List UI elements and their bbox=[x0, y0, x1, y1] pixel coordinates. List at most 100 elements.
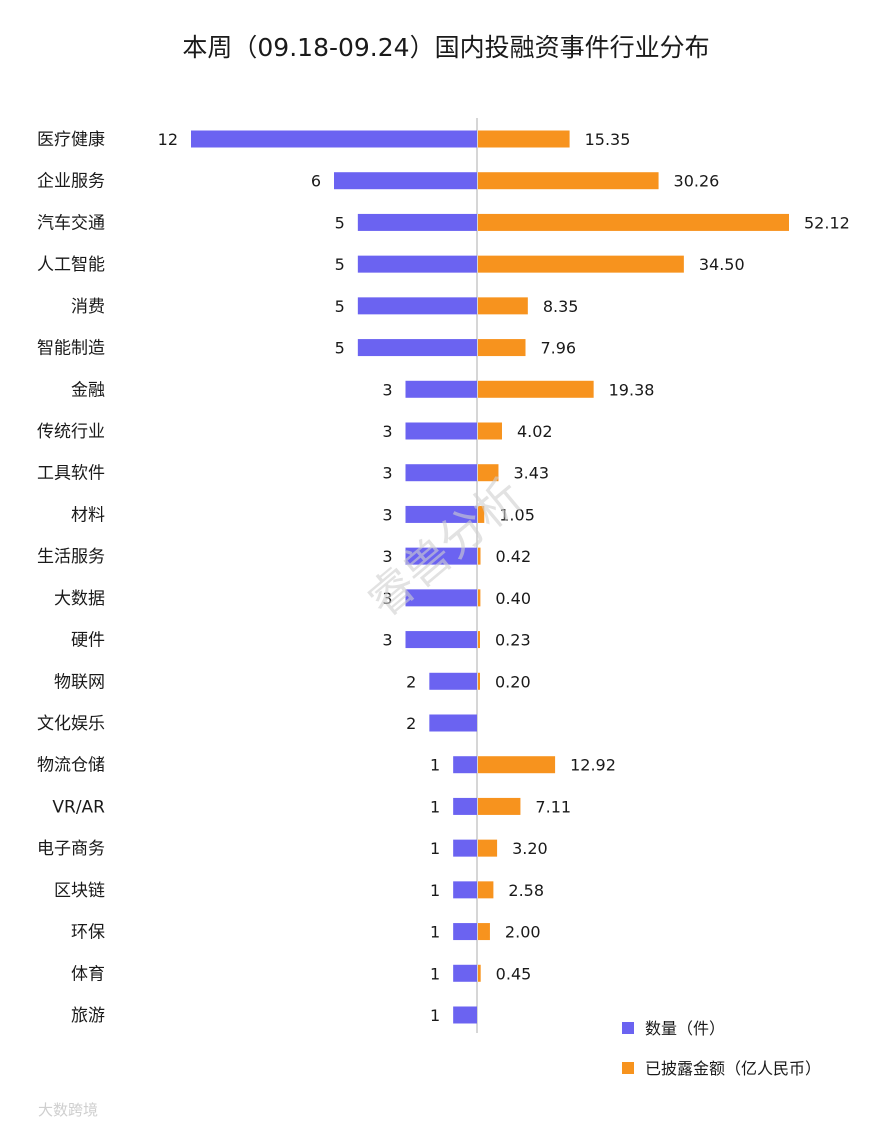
count-bar bbox=[357, 213, 477, 231]
category-label: 区块链 bbox=[54, 881, 105, 901]
amount-value-label: 7.11 bbox=[535, 797, 571, 816]
legend-label-amount: 已披露金额（亿人民币） bbox=[645, 1059, 821, 1078]
count-value-label: 5 bbox=[335, 339, 345, 358]
count-bar bbox=[405, 505, 477, 523]
count-bar bbox=[334, 172, 477, 190]
count-value-label: 12 bbox=[158, 130, 178, 149]
count-value-label: 3 bbox=[382, 464, 392, 483]
amount-value-label: 15.35 bbox=[585, 130, 631, 149]
amount-bar bbox=[478, 339, 526, 357]
count-bar bbox=[357, 297, 477, 315]
amount-bar bbox=[478, 172, 659, 190]
count-value-label: 1 bbox=[430, 797, 440, 816]
amount-bar bbox=[478, 964, 481, 982]
amount-bar bbox=[478, 672, 480, 690]
count-value-label: 2 bbox=[406, 714, 416, 733]
count-bar bbox=[405, 422, 477, 440]
amount-value-label: 0.23 bbox=[495, 631, 531, 650]
count-bar bbox=[453, 881, 477, 899]
count-bar bbox=[191, 130, 477, 148]
legend-swatch-count bbox=[622, 1022, 634, 1034]
category-label: 文化娱乐 bbox=[37, 714, 105, 734]
count-value-label: 1 bbox=[430, 756, 440, 775]
category-label: 物流仓储 bbox=[37, 756, 105, 776]
amount-bar bbox=[478, 380, 594, 398]
count-bar bbox=[453, 923, 477, 941]
count-value-label: 1 bbox=[430, 923, 440, 942]
count-bar bbox=[357, 339, 477, 357]
amount-value-label: 30.26 bbox=[674, 172, 720, 191]
amount-value-label: 52.12 bbox=[804, 213, 850, 232]
amount-bar bbox=[478, 923, 490, 941]
count-value-label: 5 bbox=[335, 255, 345, 274]
category-label: 人工智能 bbox=[37, 255, 105, 275]
count-bar bbox=[453, 1006, 477, 1024]
category-label: 工具软件 bbox=[37, 464, 105, 484]
amount-value-label: 7.96 bbox=[540, 339, 576, 358]
amount-value-label: 0.20 bbox=[495, 672, 531, 691]
count-value-label: 1 bbox=[430, 1006, 440, 1025]
category-label: 医疗健康 bbox=[37, 130, 105, 150]
count-bar bbox=[429, 714, 477, 732]
amount-value-label: 4.02 bbox=[517, 422, 553, 441]
amount-bar bbox=[478, 255, 684, 273]
count-bar bbox=[405, 631, 477, 649]
category-label: VR/AR bbox=[52, 797, 105, 817]
legend-swatch-amount bbox=[622, 1062, 634, 1074]
amount-value-label: 0.40 bbox=[495, 589, 531, 608]
legend-label-count: 数量（件） bbox=[645, 1019, 725, 1038]
category-label: 汽车交通 bbox=[37, 213, 105, 233]
count-bar bbox=[453, 756, 477, 774]
amount-value-label: 3.43 bbox=[513, 464, 549, 483]
count-value-label: 1 bbox=[430, 839, 440, 858]
count-value-label: 3 bbox=[382, 505, 392, 524]
count-bar bbox=[453, 797, 477, 815]
amount-bar bbox=[478, 130, 570, 148]
count-bar bbox=[405, 380, 477, 398]
count-bar bbox=[453, 839, 477, 857]
amount-value-label: 0.45 bbox=[496, 964, 532, 983]
category-label: 旅游 bbox=[71, 1006, 105, 1026]
count-bar bbox=[405, 464, 477, 482]
count-value-label: 3 bbox=[382, 422, 392, 441]
amount-bar bbox=[478, 213, 789, 231]
amount-value-label: 3.20 bbox=[512, 839, 548, 858]
legend: 数量（件） 已披露金额（亿人民币） bbox=[622, 1019, 821, 1078]
category-label: 消费 bbox=[71, 297, 105, 317]
count-bar bbox=[429, 672, 477, 690]
category-label: 大数据 bbox=[54, 589, 105, 609]
count-bar bbox=[405, 589, 477, 607]
amount-bar bbox=[478, 797, 521, 815]
chart-title: 本周（09.18-09.24）国内投融资事件行业分布 bbox=[182, 33, 709, 62]
category-label: 智能制造 bbox=[37, 339, 105, 359]
category-label: 体育 bbox=[71, 964, 105, 984]
count-value-label: 3 bbox=[382, 589, 392, 608]
count-value-label: 2 bbox=[406, 672, 416, 691]
amount-value-label: 1.05 bbox=[499, 505, 535, 524]
count-bar bbox=[357, 255, 477, 273]
amount-bar bbox=[478, 589, 481, 607]
amount-bar bbox=[478, 881, 494, 899]
category-label: 生活服务 bbox=[37, 547, 105, 567]
logo-text: 大数跨境 bbox=[38, 1101, 98, 1119]
amount-bar bbox=[478, 505, 485, 523]
amount-value-label: 12.92 bbox=[570, 756, 616, 775]
amount-bar bbox=[478, 839, 498, 857]
count-value-label: 5 bbox=[335, 213, 345, 232]
amount-bar bbox=[478, 631, 480, 649]
category-label: 电子商务 bbox=[37, 839, 105, 859]
amount-value-label: 2.00 bbox=[505, 923, 541, 942]
amount-value-label: 19.38 bbox=[609, 380, 655, 399]
category-label: 物联网 bbox=[54, 672, 105, 692]
count-bar bbox=[453, 964, 477, 982]
amount-bar bbox=[478, 756, 556, 774]
amount-value-label: 0.42 bbox=[496, 547, 532, 566]
count-value-label: 6 bbox=[311, 172, 321, 191]
amount-value-label: 34.50 bbox=[699, 255, 745, 274]
category-label: 企业服务 bbox=[37, 172, 105, 192]
category-label: 金融 bbox=[71, 380, 105, 400]
count-value-label: 3 bbox=[382, 631, 392, 650]
count-value-label: 3 bbox=[382, 380, 392, 399]
